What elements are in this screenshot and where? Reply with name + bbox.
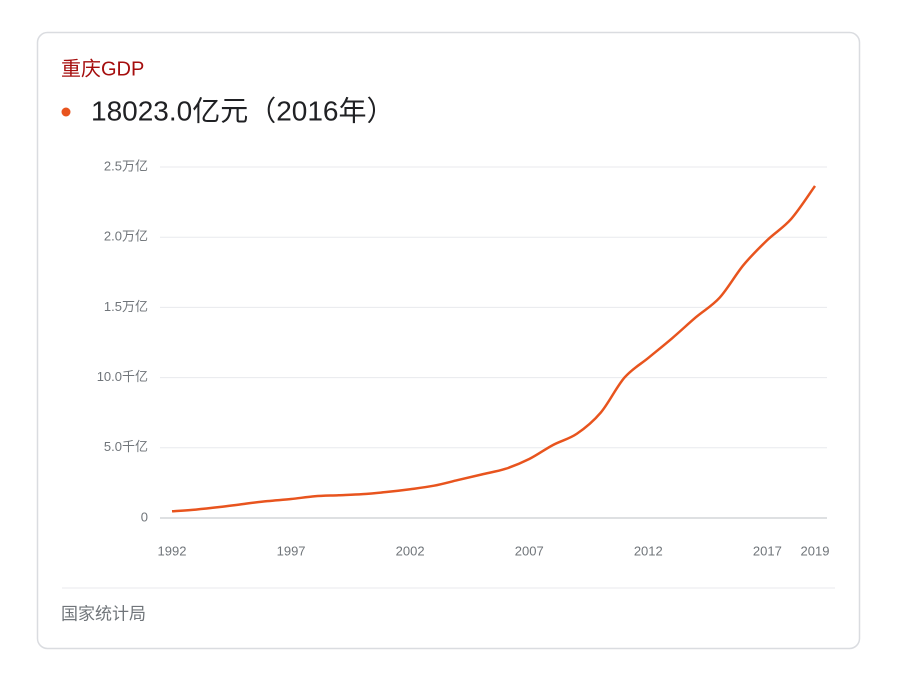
y-tick-label: 10.0千亿 [97, 369, 148, 384]
x-tick-label: 2017 [753, 543, 782, 558]
line [171, 185, 817, 513]
card-border [36, 31, 861, 650]
x-tick-label: 2002 [396, 543, 425, 558]
y-tick-label: 2.0万亿 [104, 229, 148, 244]
x-tick-label: 2012 [634, 543, 663, 558]
headline: 18023.0亿元（2016年） [91, 95, 395, 126]
x-tick-label: 2007 [515, 543, 544, 558]
y-tick-label: 0 [141, 509, 148, 524]
y-tick-label: 5.0千亿 [104, 439, 148, 454]
source: 国家统计局 [61, 604, 146, 623]
title: 重庆GDP [61, 57, 144, 80]
x-tick-label: 1997 [277, 543, 306, 558]
y-tick-label: 1.5万亿 [104, 299, 148, 314]
bullet [61, 107, 71, 117]
x-tick-label: 2019 [801, 543, 830, 558]
y-tick-label: 2.5万亿 [104, 158, 148, 173]
x-tick-label: 1992 [158, 543, 187, 558]
